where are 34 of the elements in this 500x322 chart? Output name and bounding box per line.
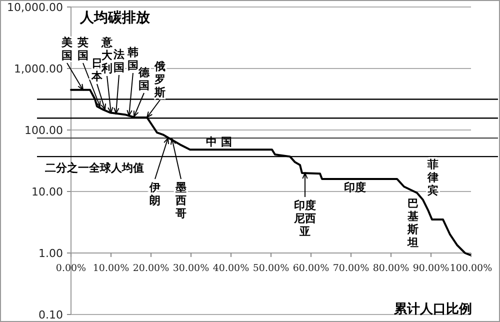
y-tick-label: 10.00 (32, 186, 63, 198)
x-tick-label: 30.00% (172, 263, 210, 274)
annotation: 印度尼西亚 (293, 199, 316, 238)
x-tick-label: 20.00% (132, 263, 170, 274)
x-tick-label: 90.00% (412, 263, 450, 274)
annotation: 俄罗斯 (154, 60, 166, 99)
chart-title: 人均碳排放 (79, 10, 151, 26)
y-tick-label: 1,000.00 (14, 62, 63, 76)
x-tick-label: 0.00% (56, 263, 86, 274)
x-tick-label: 50.00% (252, 263, 290, 274)
x-tick-label: 10.00% (92, 263, 130, 274)
annotation: 墨西哥 (174, 181, 186, 220)
annotation: 中 国 (206, 136, 232, 149)
x-tick-label: 100.00% (450, 263, 492, 274)
x-axis-title: 累计人口比例 (393, 302, 472, 317)
ref-line-label: 二分之一全球人均值 (45, 162, 144, 175)
y-tick-label: 100.00 (24, 124, 63, 137)
x-tick-label: 70.00% (332, 263, 370, 274)
y-tick-label: 10,000.00 (7, 1, 63, 14)
annotation: 美国 (60, 36, 72, 62)
x-tick-label: 80.00% (372, 263, 410, 274)
annotation: 法国 (112, 48, 124, 74)
annotation: 菲律宾 (426, 158, 438, 197)
annotation: 韩国 (126, 46, 138, 72)
annotation: 德国 (138, 66, 150, 92)
annotation: 印度 (344, 180, 366, 194)
annotation: 伊朗 (148, 181, 160, 207)
y-tick-label: 0.10 (38, 308, 63, 322)
annotation: 巴基斯坦 (406, 197, 418, 249)
annotation: 意大利 (100, 36, 114, 75)
annotation: 英国 (76, 36, 88, 62)
x-tick-label: 60.00% (292, 263, 330, 274)
x-tick-label: 40.00% (212, 263, 250, 274)
y-tick-label: 1.00 (38, 247, 63, 260)
